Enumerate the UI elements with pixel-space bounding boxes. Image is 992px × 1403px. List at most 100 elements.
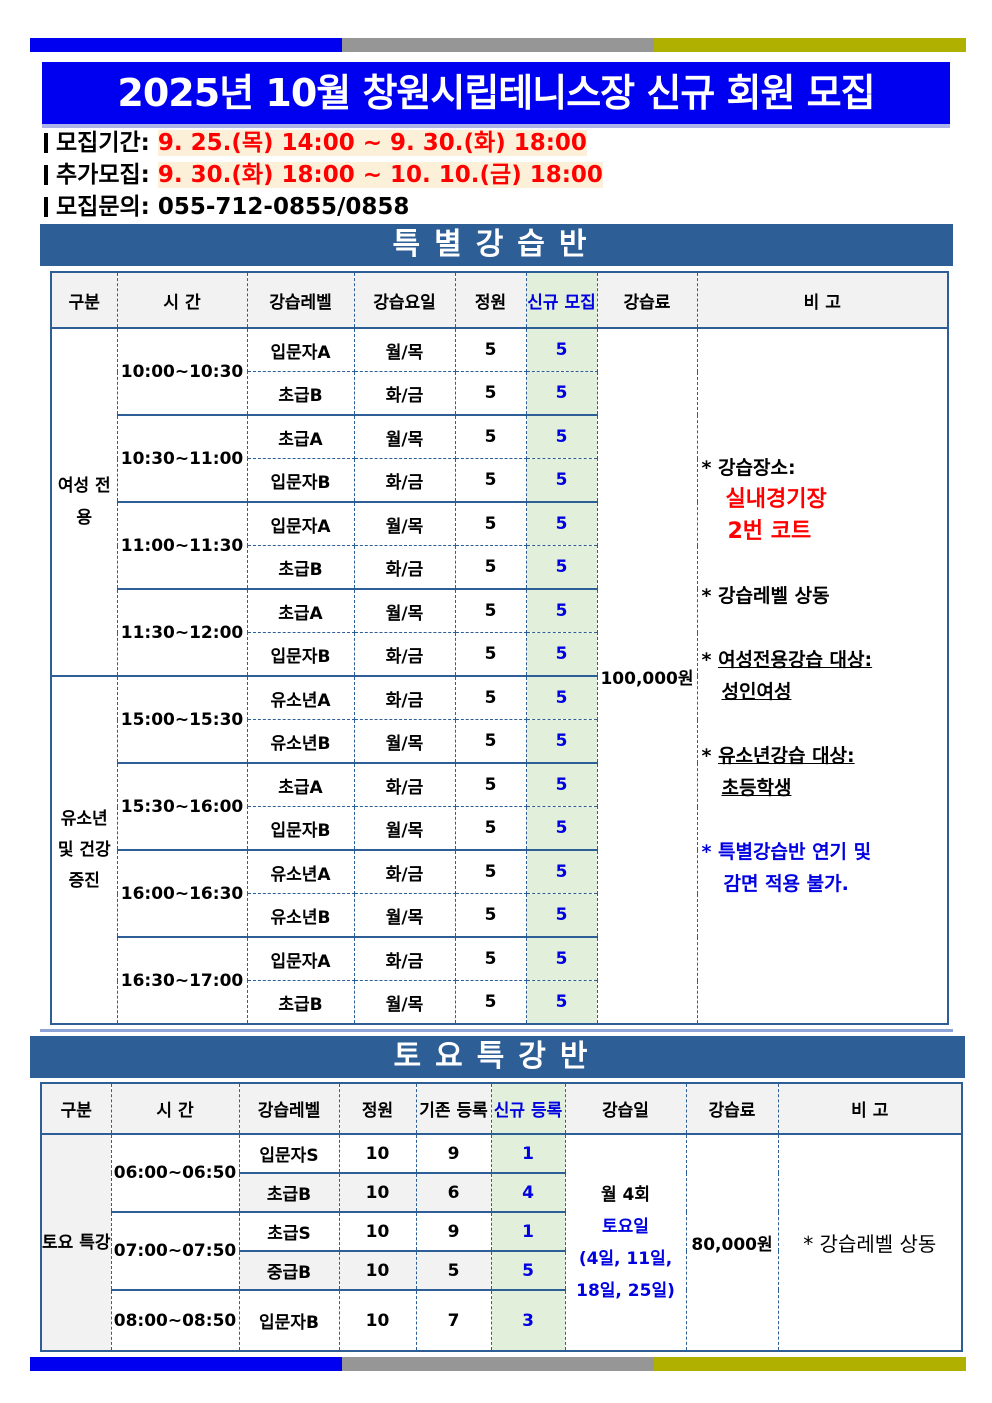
table-row: 토요 특강 06:00~06:50 입문자S 10 9 1 월 4회 토요일 (4일, 11일,… (40, 1133, 963, 1352)
cell-value: 초급B (278, 559, 323, 580)
cell-value: 9 (447, 1143, 460, 1164)
table-row: 여성 전용 10:00~10:30 입문자A 월/목 5 5 100,000원 * 강습장소:… (50, 327, 949, 1025)
column-header: 구분 (50, 271, 118, 329)
cell-value: 1 (522, 1143, 534, 1164)
cell-value: 입문자B (259, 1313, 319, 1333)
table-row: 초급B 화/금 5 5 (51, 545, 948, 590)
cell-value: 화/금 (385, 559, 424, 580)
new-cell: 4 (490, 1172, 566, 1213)
existing-cell: 6 (415, 1172, 492, 1213)
cell-value: 월/목 (385, 994, 424, 1015)
cell-value: 5 (484, 644, 497, 664)
new-cell: 5 (525, 675, 598, 720)
cell-value: 월/목 (385, 733, 424, 754)
cell-value: 5 (555, 514, 568, 534)
cell-value: 5 (555, 427, 568, 447)
existing-cell: 7 (415, 1289, 492, 1352)
cell-value: 5 (484, 818, 497, 838)
level-cell: 유소년B (246, 893, 355, 938)
cell-value: 입문자S (259, 1146, 319, 1166)
table-row: 08:00~08:50 입문자B 10 7 3 (41, 1289, 962, 1352)
capacity-cell: 5 (454, 719, 527, 764)
cell-value: 1 (522, 1221, 534, 1242)
cell-value: 5 (555, 470, 568, 490)
new-cell: 1 (490, 1133, 566, 1174)
page-title: 2025년 10월 창원시립테니스장 신규 회원 모집 (42, 62, 950, 128)
capacity-cell: 5 (454, 849, 527, 894)
cell-value: 5 (555, 644, 568, 664)
level-cell: 입문자S (238, 1133, 340, 1174)
cell-value: 5 (484, 557, 497, 577)
notes-cell: * 강습레벨 상동 (777, 1133, 963, 1352)
level-cell: 입문자B (246, 806, 355, 851)
new-cell: 5 (525, 414, 598, 459)
group-cell: 여성 전용 (50, 327, 118, 677)
cell-value: 5 (522, 1260, 534, 1281)
cell-value: 10 (365, 1221, 390, 1242)
cell-value: 10 (365, 1310, 390, 1331)
note-women-label: 여성전용강습 대상: (718, 649, 873, 671)
cell-value: 화/금 (385, 646, 424, 667)
info-contact: 모집문의: 055-712-0855/0858 (44, 192, 409, 222)
time-label: 06:00~06:50 (113, 1163, 237, 1183)
info-period: 모집기간: 9. 25.(목) 14:00 ~ 9. 30.(화) 18:00 (44, 128, 587, 158)
time-cell: 15:00~15:30 (116, 675, 248, 764)
level-cell: 입문자A (246, 327, 355, 372)
cell-value: 5 (484, 905, 497, 925)
days-cell: 월/목 (353, 719, 456, 764)
level-cell: 입문자B (246, 632, 355, 677)
capacity-cell: 10 (338, 1250, 417, 1291)
note-youth-value: 초등학생 (721, 777, 792, 799)
cell-value: 5 (484, 992, 497, 1012)
time-cell: 16:30~17:00 (116, 936, 248, 1025)
existing-cell: 9 (415, 1211, 492, 1252)
table-row: 유소년B 월/목 5 5 (51, 893, 948, 938)
info-additional: 추가모집: 9. 30.(화) 18:00 ~ 10. 10.(금) 18:00 (44, 160, 603, 190)
cell-value: 5 (484, 470, 497, 490)
new-cell: 5 (525, 588, 598, 633)
capacity-cell: 5 (454, 632, 527, 677)
days-cell: 월/목 (353, 588, 456, 633)
cell-value: 10 (365, 1260, 390, 1281)
column-header: 구분 (40, 1082, 112, 1135)
column-header: 시 간 (116, 271, 248, 329)
special-class-heading: 특별강습반 (40, 224, 953, 266)
capacity-cell: 5 (454, 762, 527, 807)
level-cell: 초급S (238, 1211, 340, 1252)
column-header: 신규 모집 (525, 271, 598, 329)
column-header: 기존 등록 (415, 1082, 492, 1135)
cell-value: 월/목 (385, 907, 424, 928)
group-cell: 토요 특강 (40, 1133, 112, 1352)
table-row: 입문자B 화/금 5 5 (51, 458, 948, 503)
note-place-2: 2번 코트 (727, 519, 812, 544)
cell-value: 5 (555, 557, 568, 577)
capacity-cell: 5 (454, 371, 527, 416)
cell-value: 초급A (278, 429, 323, 450)
cell-value: 유소년B (270, 733, 331, 754)
cell-value: 화/금 (385, 472, 424, 493)
new-cell: 5 (525, 327, 598, 372)
cell-value: 입문자B (270, 646, 331, 667)
days-cell: 월/목 (353, 806, 456, 851)
cell-value: 입문자A (270, 342, 331, 363)
time-label: 16:30~17:00 (120, 970, 244, 991)
schedule-cell: 월 4회 토요일 (4일, 11일, 18일, 25일) (564, 1133, 687, 1352)
saturday-class-table: 구분 시 간 강습레벨 정원 기존 등록 신규 등록 강습일 강습료 비 고 토요 특강 06:00… (40, 1082, 963, 1352)
cell-value: 5 (484, 949, 497, 969)
new-cell: 5 (525, 762, 598, 807)
new-cell: 3 (490, 1289, 566, 1352)
column-header: 비 고 (777, 1082, 963, 1135)
time-cell: 11:30~12:00 (116, 588, 248, 677)
schedule-count: 월 4회 (600, 1184, 651, 1205)
cell-value: 6 (447, 1182, 460, 1203)
time-cell: 10:30~11:00 (116, 414, 248, 503)
cell-value: 5 (484, 731, 497, 751)
schedule-dates-2: 18일, 25일) (576, 1280, 675, 1301)
cell-value: 화/금 (385, 690, 424, 711)
time-cell: 08:00~08:50 (110, 1289, 240, 1352)
cell-value: 입문자A (270, 516, 331, 537)
new-cell: 5 (525, 849, 598, 894)
cell-value: 5 (555, 731, 568, 751)
days-cell: 월/목 (353, 501, 456, 546)
